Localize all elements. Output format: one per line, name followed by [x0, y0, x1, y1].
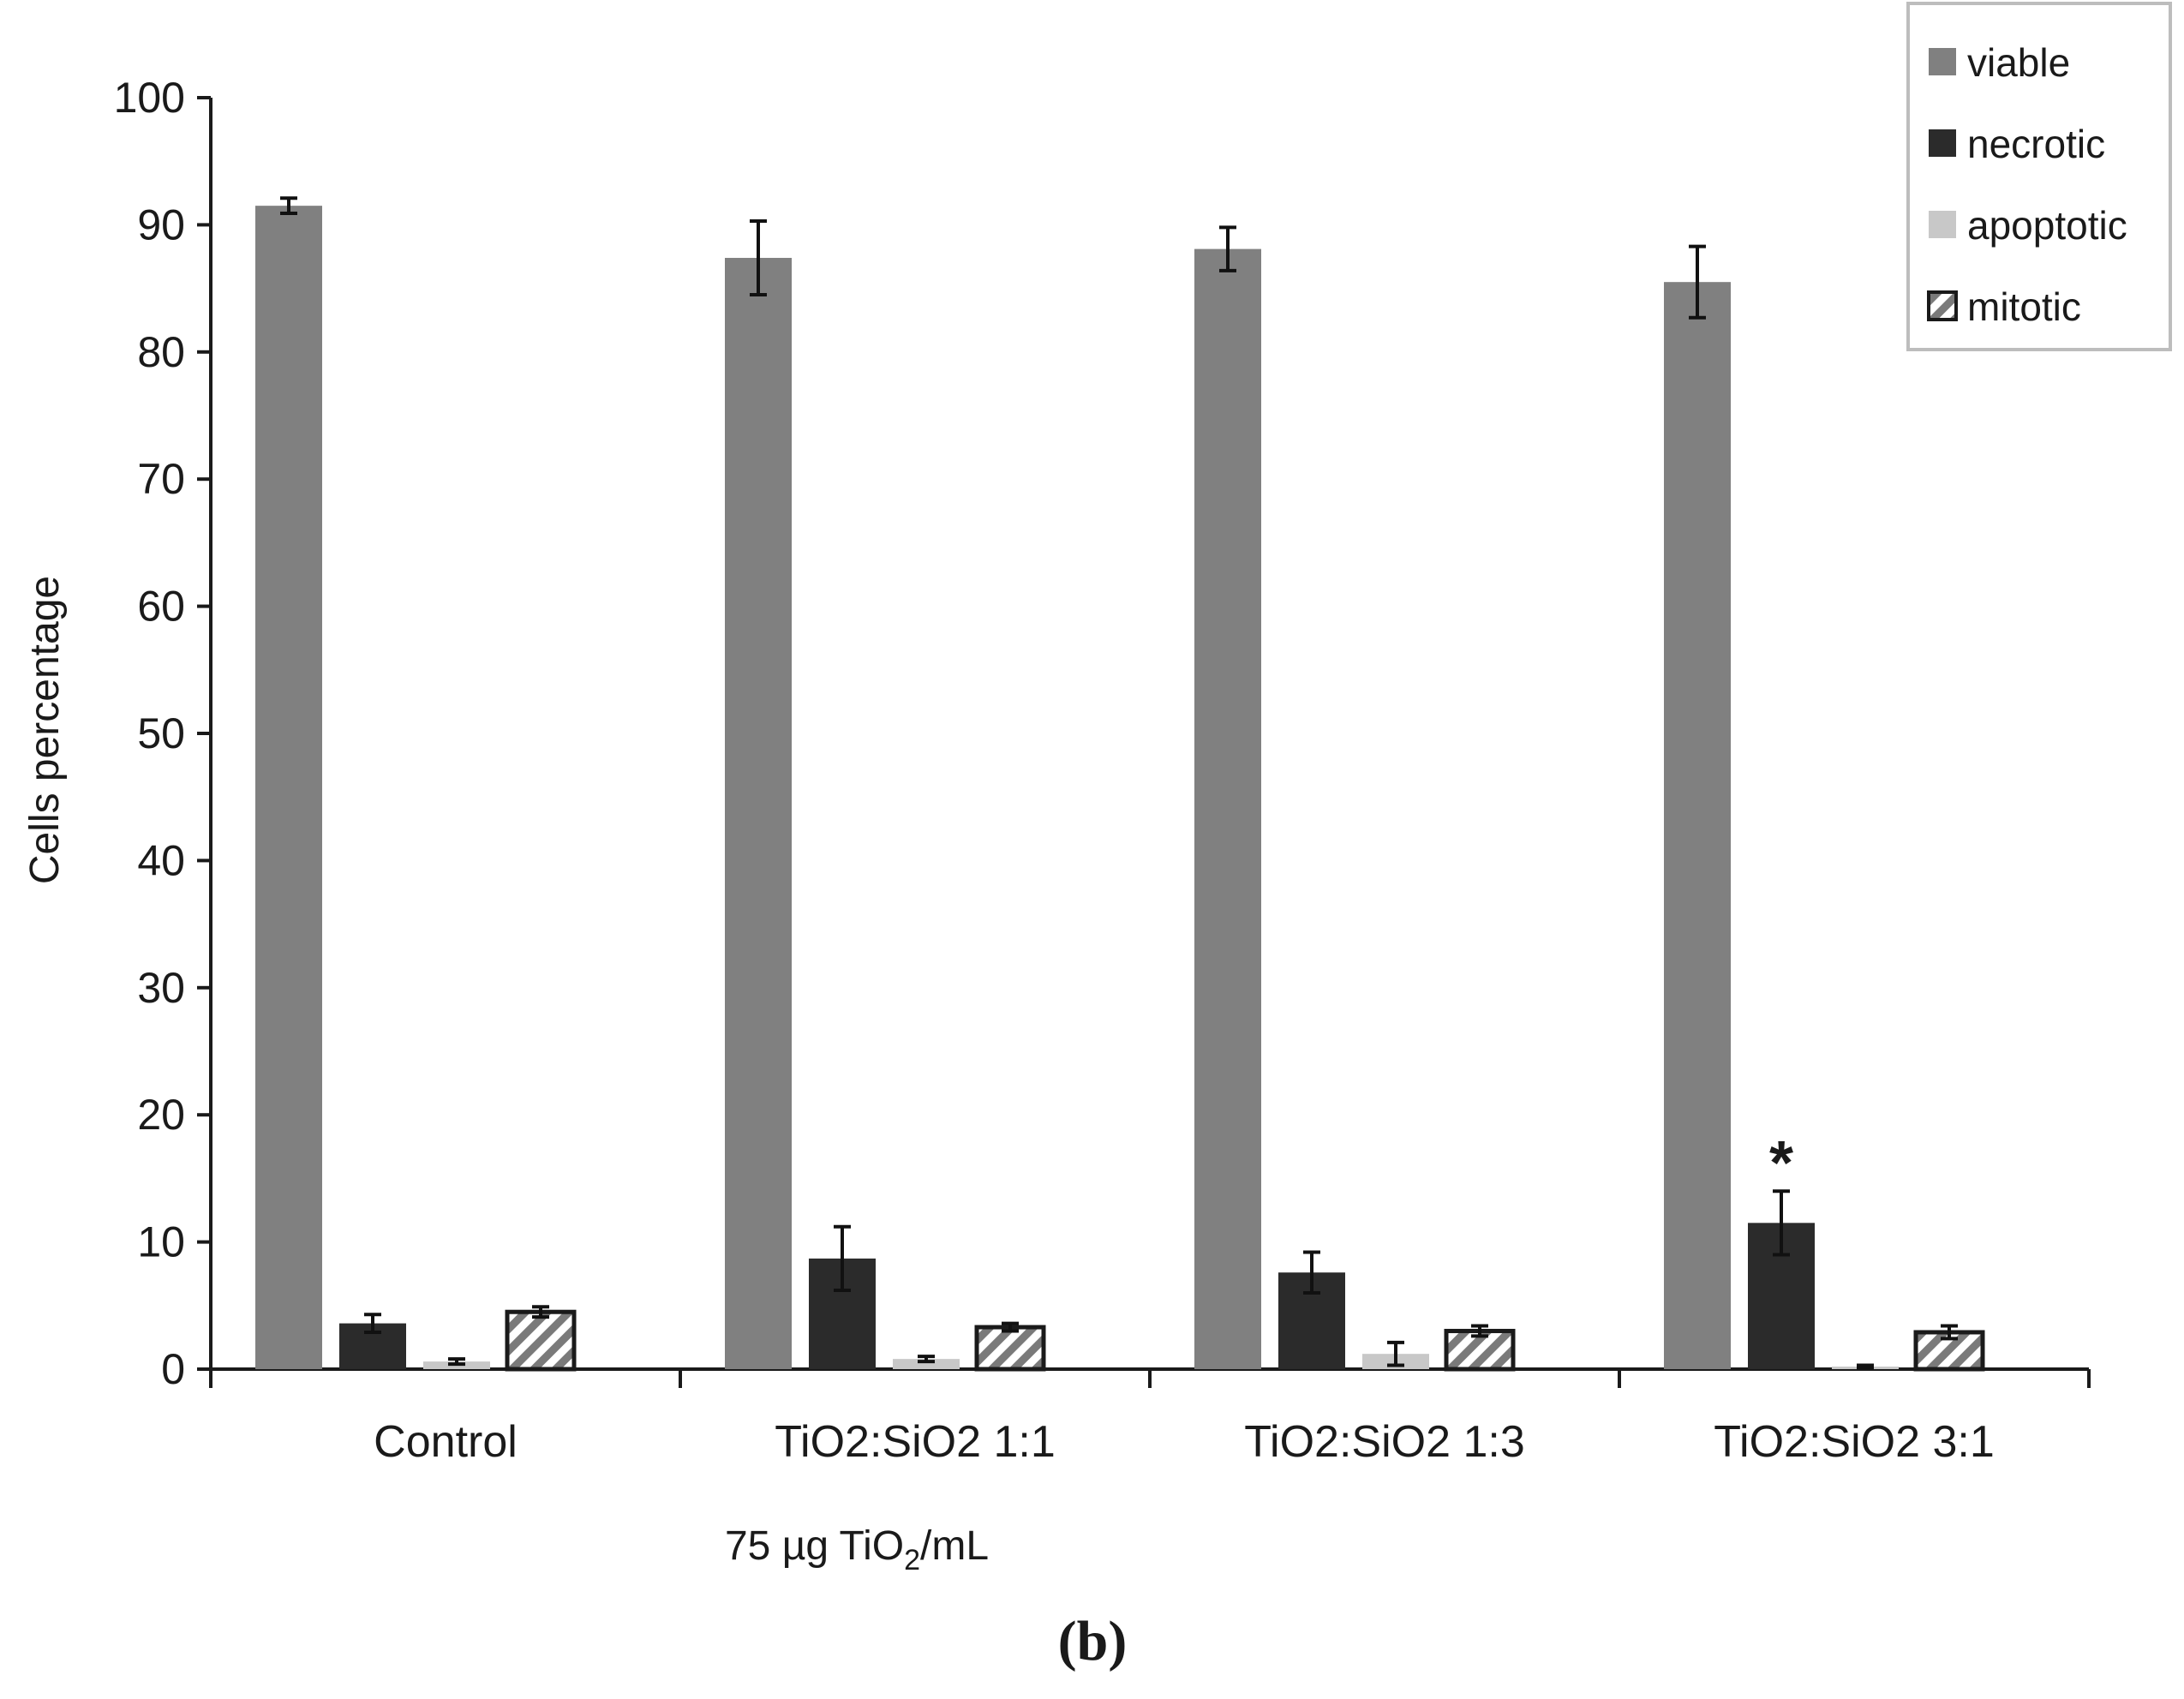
y-tick-label: 0: [161, 1345, 185, 1393]
y-tick-label: 30: [137, 964, 185, 1012]
x-category-label: Control: [374, 1417, 518, 1467]
x-axis-title-subscript: 2: [904, 1544, 920, 1576]
legend-label-necrotic: necrotic: [1967, 122, 2105, 166]
y-tick-label: 80: [137, 328, 185, 376]
x-category-label: TiO2:SiO2 3:1: [1714, 1417, 1995, 1467]
y-tick-label: 50: [137, 709, 185, 757]
panel-label: (b): [1058, 1610, 1128, 1672]
legend-label-viable: viable: [1967, 40, 2070, 85]
bar-viable: [725, 257, 792, 1369]
bar-viable: [1194, 248, 1261, 1370]
x-axis: Control TiO2:SiO2 1:1 TiO2:SiO2 1:3 TiO2:Si…: [209, 1367, 2091, 1467]
x-axis-title-tail: /mL: [920, 1523, 989, 1569]
y-axis-title: Cells percentage: [22, 576, 68, 884]
bar-apoptotic: [893, 1359, 960, 1369]
bar-viable: [255, 206, 322, 1369]
y-tick-label: 90: [137, 200, 185, 248]
legend-swatch-necrotic: [1929, 129, 1956, 157]
legend-swatch-mitotic: [1927, 290, 1958, 321]
x-category-label: TiO2:SiO2 1:1: [775, 1417, 1056, 1467]
annotations: *: [1769, 1129, 1793, 1198]
bars: [255, 206, 1985, 1372]
x-category-label: TiO2:SiO2 1:3: [1244, 1417, 1525, 1467]
legend-label-mitotic: mitotic: [1967, 284, 2081, 329]
y-tick-label: 60: [137, 583, 185, 631]
y-tick-label: 100: [114, 74, 185, 122]
y-tick-label: 70: [137, 455, 185, 503]
bar-mitotic: [974, 1325, 1046, 1372]
x-axis-title: 75 µg TiO2/mL: [725, 1523, 989, 1576]
x-axis-title-main: 75 µg TiO: [725, 1523, 904, 1569]
y-tick-label: 20: [137, 1091, 185, 1139]
legend: viable necrotic apoptotic mitotic: [1906, 2, 2172, 351]
legend-swatch-viable: [1929, 48, 1956, 75]
legend-label-apoptotic: apoptotic: [1967, 203, 2127, 248]
bar-viable: [1664, 282, 1731, 1370]
bar-mitotic: [505, 1309, 577, 1372]
error-bars: [280, 196, 1958, 1370]
y-tick-label: 10: [137, 1218, 185, 1266]
plot-area: 0 10 20 30 40 50 60 70 80 90 100 Control TiO2:SiO2 …: [114, 74, 2091, 1467]
y-tick-label: 40: [137, 836, 185, 884]
y-axis: 0 10 20 30 40 50 60 70 80 90 100: [114, 74, 212, 1393]
significance-marker: *: [1769, 1129, 1793, 1198]
legend-swatch-apoptotic: [1929, 211, 1956, 238]
